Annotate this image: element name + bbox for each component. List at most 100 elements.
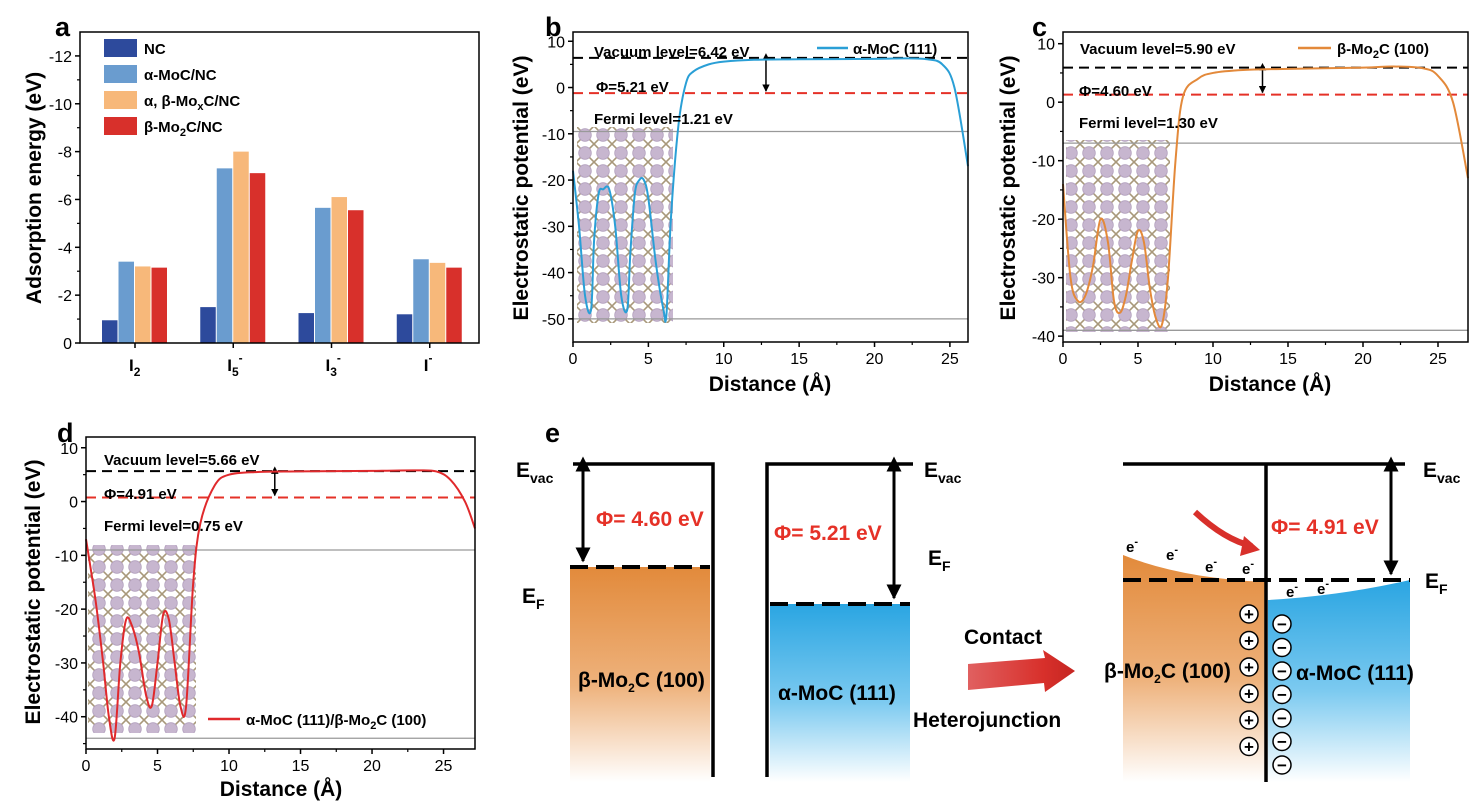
panel-c-x-axis-label: Distance (Å) (1209, 372, 1332, 396)
heterojunction-label: Heterojunction (913, 709, 1061, 732)
panel-c-ticks: 0 5 10 15 20 25 10 0 -10 -20 -30 -40 (1032, 37, 1447, 368)
y-tick-label: -6 (58, 192, 72, 209)
legend-label-0: NC (144, 41, 166, 58)
panel-b-x-axis-label: Distance (Å) (709, 372, 832, 396)
legend-swatch-2 (104, 91, 137, 109)
panel-a: a 0 -2 -4 -6 -8 -10 -12 I2 I5- I3- I- Adsorption … (23, 12, 480, 379)
positive-charge-circle-4 (1239, 710, 1259, 730)
x-tick-label: 0 (82, 758, 91, 775)
y-tick-label: -2 (58, 288, 72, 305)
panel-a-y-ticks: 0 -2 -4 -6 -8 -10 -12 (49, 49, 80, 353)
bar-I--1 (413, 259, 429, 343)
middle-block-fill (770, 604, 910, 782)
y-tick-label: -20 (1032, 212, 1055, 229)
positive-charge-circle-5 (1239, 736, 1259, 757)
legend-swatch-3 (104, 117, 137, 135)
x-tick-label: I- (424, 351, 433, 375)
legend-label-3: β-Mo2C/NC (144, 119, 223, 139)
y-tick-label: -20 (55, 602, 78, 619)
left-ef-label: EF (522, 585, 545, 612)
bar-I5--2 (233, 151, 249, 343)
panel-label-b: b (545, 12, 562, 42)
panel-b-vacuum-text: Vacuum level=6.42 eV (594, 44, 750, 61)
panel-c-fermi-text: Fermi level=1.30 eV (1079, 115, 1218, 132)
negative-charge-circle-3 (1272, 684, 1292, 705)
negative-charge-sign-2: − (1277, 662, 1287, 681)
x-tick-label: 15 (790, 351, 808, 368)
middle-phi-text: Φ= 5.21 eV (774, 522, 882, 545)
panel-d-fermi-text: Fermi level=0.75 eV (104, 518, 243, 535)
contact-arrow (968, 650, 1075, 692)
potential-curve (572, 57, 969, 323)
middle-ef-label: EF (928, 547, 951, 574)
x-tick-label: 10 (1204, 351, 1222, 368)
panel-a-frame (79, 31, 480, 344)
bar-I--3 (446, 267, 462, 343)
panel-d-vacuum-text: Vacuum level=5.66 eV (104, 452, 260, 469)
panel-d-plot (85, 466, 476, 742)
legend-label-1: α-MoC/NC (144, 67, 217, 84)
panel-label-e: e (545, 418, 560, 448)
potential-curve (1062, 65, 1469, 329)
bar-I2-2 (135, 266, 151, 343)
positive-charge-circle-1 (1239, 630, 1259, 651)
negative-charge-circle-2 (1272, 661, 1292, 681)
x-tick-label: 10 (715, 351, 733, 368)
positive-charge-sign-1: + (1244, 632, 1254, 651)
x-tick-label: 25 (435, 758, 453, 775)
right-left-block-label: β-Mo2C (100) (1104, 660, 1231, 686)
panel-b-plot (572, 53, 969, 323)
bar-I3--1 (315, 207, 331, 343)
bar-I3--2 (331, 197, 348, 343)
y-tick-label: -10 (55, 548, 78, 565)
x-tick-label: 20 (1354, 351, 1372, 368)
y-tick-label: -30 (55, 656, 78, 673)
y-tick-label: 10 (547, 34, 565, 51)
potential-curve (85, 469, 476, 742)
panel-c-y-axis-label: Electrostatic potential (eV) (997, 56, 1020, 321)
legend-swatch-0 (104, 39, 137, 57)
y-tick-label: -12 (49, 49, 72, 66)
x-tick-label: I5- (227, 351, 242, 379)
y-tick-label: -40 (1032, 329, 1055, 346)
panel-c: c 0 5 10 15 20 25 10 0 -10 -20 -30 -40 Distance (Å)… (997, 12, 1469, 396)
panel-d: d 0 5 10 15 20 25 10 0 -10 -20 -30 -40 Distance (Å)… (22, 418, 476, 801)
negative-charge-circle-4 (1272, 708, 1292, 728)
bar-I5--3 (249, 173, 266, 343)
y-tick-label: 0 (1046, 95, 1055, 112)
bar-I3--0 (298, 313, 315, 343)
x-tick-label: 5 (644, 351, 653, 368)
electron-4: e- (1286, 581, 1298, 601)
y-tick-label: -30 (542, 219, 565, 236)
x-tick-label: 0 (569, 351, 578, 368)
left-block-border (573, 462, 715, 777)
left-block-label: β-Mo2C (100) (578, 669, 705, 695)
panel-b: b 0 5 10 15 20 25 10 0 -10 -20 -30 -40 -50 Distance … (510, 12, 969, 396)
panel-b-phi-text: Φ=5.21 eV (596, 79, 669, 96)
x-tick-label: 15 (292, 758, 310, 775)
y-tick-label: -20 (542, 173, 565, 190)
panel-c-crystal-structure (1066, 140, 1170, 332)
panel-a-x-ticks: I2 I5- I3- I- (129, 343, 432, 379)
negative-charge-circle-1 (1272, 637, 1292, 658)
panel-a-legend: NC α-MoC/NC α, β-MoxC/NC β-Mo2C/NC (104, 39, 240, 139)
negative-charge-sign-1: − (1277, 639, 1287, 658)
panel-d-legend-text: α-MoC (111)/β-Mo2C (100) (246, 712, 426, 732)
positive-charge-sign-3: + (1244, 685, 1254, 704)
panel-b-y-axis-label: Electrostatic potential (eV) (510, 56, 533, 321)
bar-I2-0 (102, 320, 118, 343)
panel-d-x-axis-label: Distance (Å) (220, 777, 343, 801)
negative-charge-sign-3: − (1277, 686, 1287, 705)
panel-b-fermi-text: Fermi level=1.21 eV (594, 111, 733, 128)
y-tick-label: 0 (69, 495, 78, 512)
positive-charge-circle-3 (1239, 683, 1259, 704)
positive-charge-circle-0 (1239, 604, 1259, 624)
negative-charge-circle-0 (1272, 614, 1292, 634)
panel-d-crystal-structure (88, 545, 196, 733)
panel-label-c: c (1032, 12, 1047, 42)
bar-I5--1 (216, 168, 233, 343)
panel-b-frame (572, 31, 969, 343)
y-tick-label: 0 (63, 336, 72, 353)
y-tick-label: -10 (49, 97, 72, 114)
middle-block-border (765, 462, 913, 777)
